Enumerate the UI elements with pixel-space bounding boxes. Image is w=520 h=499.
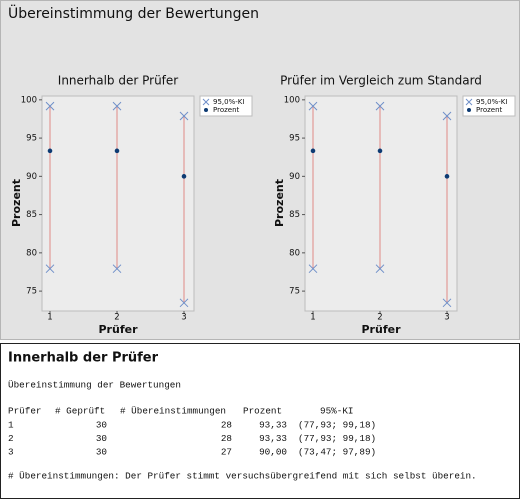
ci-marker-stroke [442,111,452,121]
y-tick-label: 90 [26,172,37,182]
chart-title: Innerhalb der Prüfer [58,74,179,88]
ci-marker [308,264,318,274]
session-subtitle: Übereinstimmung der Bewertungen [8,379,181,390]
legend-dot [467,108,471,112]
y-tick-label: 80 [26,248,37,258]
percent-dot [444,174,450,179]
graph-title: Übereinstimmung der Bewertungen [8,4,259,22]
table-cell: 93,33 [259,419,287,430]
legend [199,95,253,117]
ci-marker [112,264,122,274]
y-tick-label: 75 [289,287,300,297]
table-cell: 1 [8,419,14,430]
ci-marker-stroke [45,264,55,274]
ci-marker [112,101,122,111]
table-cell: (73,47; 97,89) [298,446,376,457]
x-tick-label: 3 [444,313,449,323]
y-axis-label: Prozent [273,179,286,227]
ci-marker-stroke [442,298,452,308]
percent-dot [377,148,383,154]
ci-marker-stroke [375,101,385,111]
chart-title: Prüfer im Vergleich zum Standard [280,74,482,88]
x-axis-label: Prüfer [99,323,139,336]
table-cell: (77,93; 99,18) [298,433,376,444]
ci-marker-stroke [179,298,189,308]
ci-marker-stroke [308,264,318,274]
ci-marker-stroke [465,98,473,106]
session-title: Innerhalb der Prüfer [8,351,159,366]
ci-marker [202,98,210,106]
table-header: Prüfer [8,405,41,416]
legend [462,95,516,117]
session-panel [0,343,520,499]
y-tick-label: 80 [289,248,300,258]
legend-label: 95,0%-KI [213,98,244,106]
ci-marker-stroke [375,264,385,274]
session-note: # Übereinstimmungen: Der Prüfer stimmt v… [8,470,477,481]
table-cell: 27 [221,446,232,457]
y-axis-label: Prozent [10,179,23,227]
table-header: # Übereinstimmungen [120,405,226,416]
ci-marker [465,98,473,106]
table-cell: 28 [221,419,232,430]
table-cell: 30 [96,446,107,457]
ci-marker-stroke [202,98,210,106]
x-tick-label: 2 [114,313,119,323]
legend-dot [204,108,208,112]
ci-marker-stroke [112,101,122,111]
x-tick-label: 1 [310,313,315,323]
y-tick-label: 85 [26,210,37,220]
x-tick-label: 2 [377,313,382,323]
ci-marker [179,111,189,121]
percent-dot [181,174,187,179]
table-header: Prozent [243,405,282,416]
ci-marker [45,264,55,274]
ci-marker [45,101,55,111]
x-tick-label: 3 [181,313,186,323]
legend-label: Prozent [213,106,240,114]
ci-marker-stroke [112,264,122,274]
table-cell: (77,93; 99,18) [298,419,376,430]
plot-area [304,95,458,312]
percent-dot [310,148,316,154]
plot-area [41,95,195,312]
y-tick-label: 95 [26,134,37,144]
table-cell: 2 [8,433,14,444]
y-tick-label: 90 [289,172,300,182]
ci-marker-stroke [179,111,189,121]
ci-marker-stroke [45,101,55,111]
ci-marker [375,101,385,111]
table-cell: 93,33 [259,433,287,444]
ci-marker [308,101,318,111]
table-cell: 28 [221,433,232,444]
table-cell: 90,00 [259,446,287,457]
table-cell: 30 [96,433,107,444]
table-header: 95%-KI [320,405,353,416]
ci-marker [375,264,385,274]
ci-marker-stroke [308,101,318,111]
y-tick-label: 75 [26,287,37,297]
percent-dot [114,148,120,154]
table-cell: 3 [8,446,14,457]
ci-marker [442,298,452,308]
percent-dot [47,148,53,154]
y-tick-label: 100 [284,95,300,105]
ci-marker [179,298,189,308]
x-axis-label: Prüfer [362,323,402,336]
x-tick-label: 1 [47,313,52,323]
y-tick-label: 85 [289,210,300,220]
legend-label: Prozent [476,106,503,114]
legend-label: 95,0%-KI [476,98,507,106]
ci-marker [442,111,452,121]
y-tick-label: 100 [21,95,37,105]
table-header: # Geprüft [55,405,105,416]
table-cell: 30 [96,419,107,430]
y-tick-label: 95 [289,134,300,144]
